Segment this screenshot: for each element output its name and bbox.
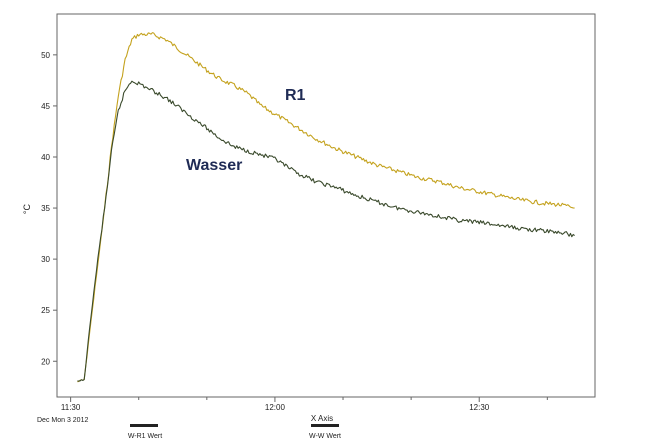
annotation-wasser: Wasser — [186, 157, 242, 174]
plot-frame — [56, 13, 596, 398]
y-tick-label: 40 — [41, 153, 50, 162]
x-tick-label: 12:30 — [469, 403, 490, 412]
legend-entry-r1: W-R1 Wert — [128, 433, 162, 440]
y-tick-label: 50 — [41, 51, 50, 60]
x-tick-label: 11:30 — [61, 403, 81, 412]
date-label: Dec Mon 3 2012 — [37, 417, 88, 424]
x-tick-label: 12:00 — [265, 403, 286, 412]
legend-entry-wasser: W-W Wert — [309, 433, 341, 440]
x-axis-ticks: 11:30 12:00 12:30 — [61, 397, 548, 412]
legend-swatch-wasser — [311, 424, 339, 427]
series-line-wasser — [77, 80, 575, 382]
series-line-r1 — [77, 32, 575, 383]
y-axis-label: °C — [22, 203, 32, 214]
y-tick-label: 35 — [41, 204, 50, 213]
legend-swatch-r1 — [130, 424, 158, 427]
y-tick-label: 25 — [41, 306, 50, 315]
y-tick-label: 45 — [41, 102, 50, 111]
y-tick-label: 20 — [41, 357, 50, 366]
x-axis-label: X Axis — [311, 414, 333, 423]
y-axis-ticks: 20 25 30 35 40 45 50 — [41, 51, 57, 366]
annotation-r1: R1 — [285, 87, 306, 104]
series-layer — [77, 32, 575, 383]
y-tick-label: 30 — [41, 255, 50, 264]
